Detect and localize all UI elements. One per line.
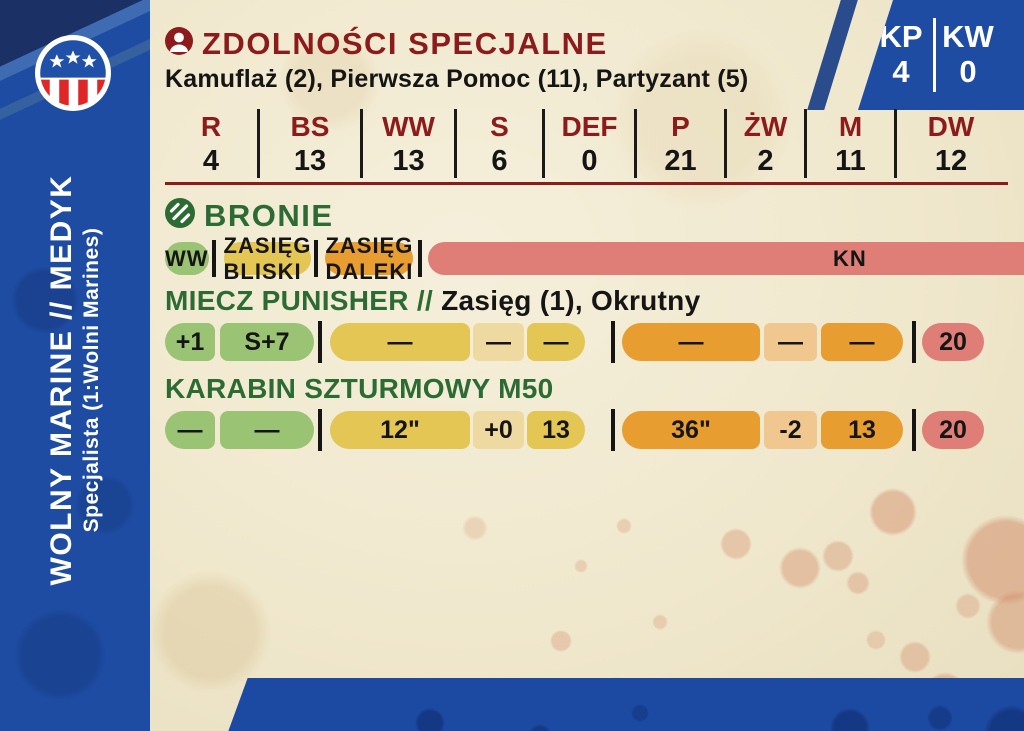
stat-col-zw: ŻW 2 bbox=[727, 109, 807, 178]
unit-subtitle: Specjalista (1:Wolni Marines) bbox=[80, 227, 103, 533]
bottom-bar bbox=[235, 678, 1024, 731]
weapon-name-line: KARABIN SZTURMOWY M50 bbox=[165, 374, 1008, 403]
column-divider bbox=[912, 321, 916, 363]
kp-label: KP bbox=[879, 18, 923, 54]
unit-title: WOLNY MARINE // MEDYK bbox=[45, 174, 78, 586]
kp-cell: KP 4 bbox=[871, 20, 931, 91]
close-mod-pill: — bbox=[473, 323, 524, 361]
person-icon bbox=[165, 27, 193, 60]
sidebar-texture bbox=[0, 0, 150, 731]
close-range-pill: 12" bbox=[330, 411, 470, 449]
faction-logo-icon bbox=[35, 35, 111, 111]
stat-col-dw: DW 12 bbox=[927, 111, 975, 177]
column-divider bbox=[611, 321, 615, 363]
weapon-name: KARABIN SZTURMOWY M50 bbox=[165, 373, 554, 404]
weapons-section: BRONIE WW ZASIĘG BLISKI ZASIĘG DALEKI KN… bbox=[165, 197, 1024, 451]
weapon-ww-dmg-pill: — bbox=[220, 411, 314, 449]
weapon-ww-mod-pill: — bbox=[165, 411, 215, 449]
stat-col-m: M 11 bbox=[807, 109, 897, 178]
sidebar: WOLNY MARINE // MEDYK Specjalista (1:Wol… bbox=[0, 0, 150, 731]
weapon-ww-mod-pill: +1 bbox=[165, 323, 215, 361]
header-kn-pill: KN bbox=[428, 242, 1024, 275]
column-divider bbox=[211, 240, 216, 277]
close-dmg-pill: 13 bbox=[527, 411, 585, 449]
stat-col-def: DEF 0 bbox=[545, 109, 637, 178]
weapon-stats-row: — — 12" +0 13 36" -2 13 20 bbox=[165, 409, 1008, 451]
close-range-pill: — bbox=[330, 323, 470, 361]
header-close-range-pill: ZASIĘG BLISKI bbox=[223, 232, 312, 284]
column-divider bbox=[912, 409, 916, 451]
card-content: ZDOLNOŚCI SPECJALNE Kamuflaż (2), Pierws… bbox=[165, 0, 1024, 451]
column-divider bbox=[611, 409, 615, 451]
weapon-stats-row: +1 S+7 — — — — — — 20 bbox=[165, 321, 1008, 363]
section-separator-line bbox=[165, 182, 1008, 185]
kw-cell: KW 0 bbox=[938, 20, 998, 91]
stat-col-bs: BS 13 bbox=[260, 109, 363, 178]
weapon-name-line: MIECZ PUNISHER // Zasięg (1), Okrutny bbox=[165, 286, 1008, 315]
kw-value: 0 bbox=[959, 53, 977, 89]
close-dmg-pill: — bbox=[527, 323, 585, 361]
abilities-list: Kamuflaż (2), Pierwsza Pomoc (11), Party… bbox=[165, 65, 749, 93]
resource-divider bbox=[933, 18, 936, 92]
kn-pill: 20 bbox=[922, 411, 984, 449]
far-dmg-pill: — bbox=[821, 323, 903, 361]
far-range-pill: 36" bbox=[622, 411, 760, 449]
far-dmg-pill: 13 bbox=[821, 411, 903, 449]
far-mod-pill: -2 bbox=[764, 411, 817, 449]
kn-pill: 20 bbox=[922, 323, 984, 361]
unit-name-block: WOLNY MARINE // MEDYK Specjalista (1:Wol… bbox=[0, 130, 150, 630]
header-ww-pill: WW bbox=[165, 242, 209, 275]
weapon-name: MIECZ PUNISHER bbox=[165, 285, 409, 316]
far-range-pill: — bbox=[622, 323, 760, 361]
special-abilities-title: ZDOLNOŚCI SPECJALNE bbox=[202, 25, 608, 61]
special-abilities-section: ZDOLNOŚCI SPECJALNE Kamuflaż (2), Pierws… bbox=[165, 27, 1008, 95]
column-divider bbox=[318, 321, 322, 363]
close-mod-pill: +0 bbox=[473, 411, 524, 449]
stat-col-p: P 21 bbox=[637, 109, 727, 178]
far-mod-pill: — bbox=[764, 323, 817, 361]
resource-panel: KP 4 KW 0 bbox=[858, 0, 1024, 110]
weapon-rules: Zasięg (1), Okrutny bbox=[441, 285, 701, 316]
kw-label: KW bbox=[942, 18, 994, 54]
weapons-header-row: WW ZASIĘG BLISKI ZASIĘG DALEKI KN bbox=[165, 232, 1024, 284]
header-far-range-pill: ZASIĘG DALEKI bbox=[325, 232, 414, 284]
weapons-title: BRONIE bbox=[204, 197, 334, 233]
kp-value: 4 bbox=[892, 53, 910, 89]
stat-col-ww: WW 13 bbox=[363, 109, 457, 178]
column-divider bbox=[318, 409, 322, 451]
hatched-circle-icon bbox=[165, 198, 195, 233]
weapon-name-separator: // bbox=[416, 285, 434, 316]
weapon-ww-dmg-pill: S+7 bbox=[220, 323, 314, 361]
column-divider bbox=[418, 240, 423, 277]
column-divider bbox=[314, 240, 319, 277]
